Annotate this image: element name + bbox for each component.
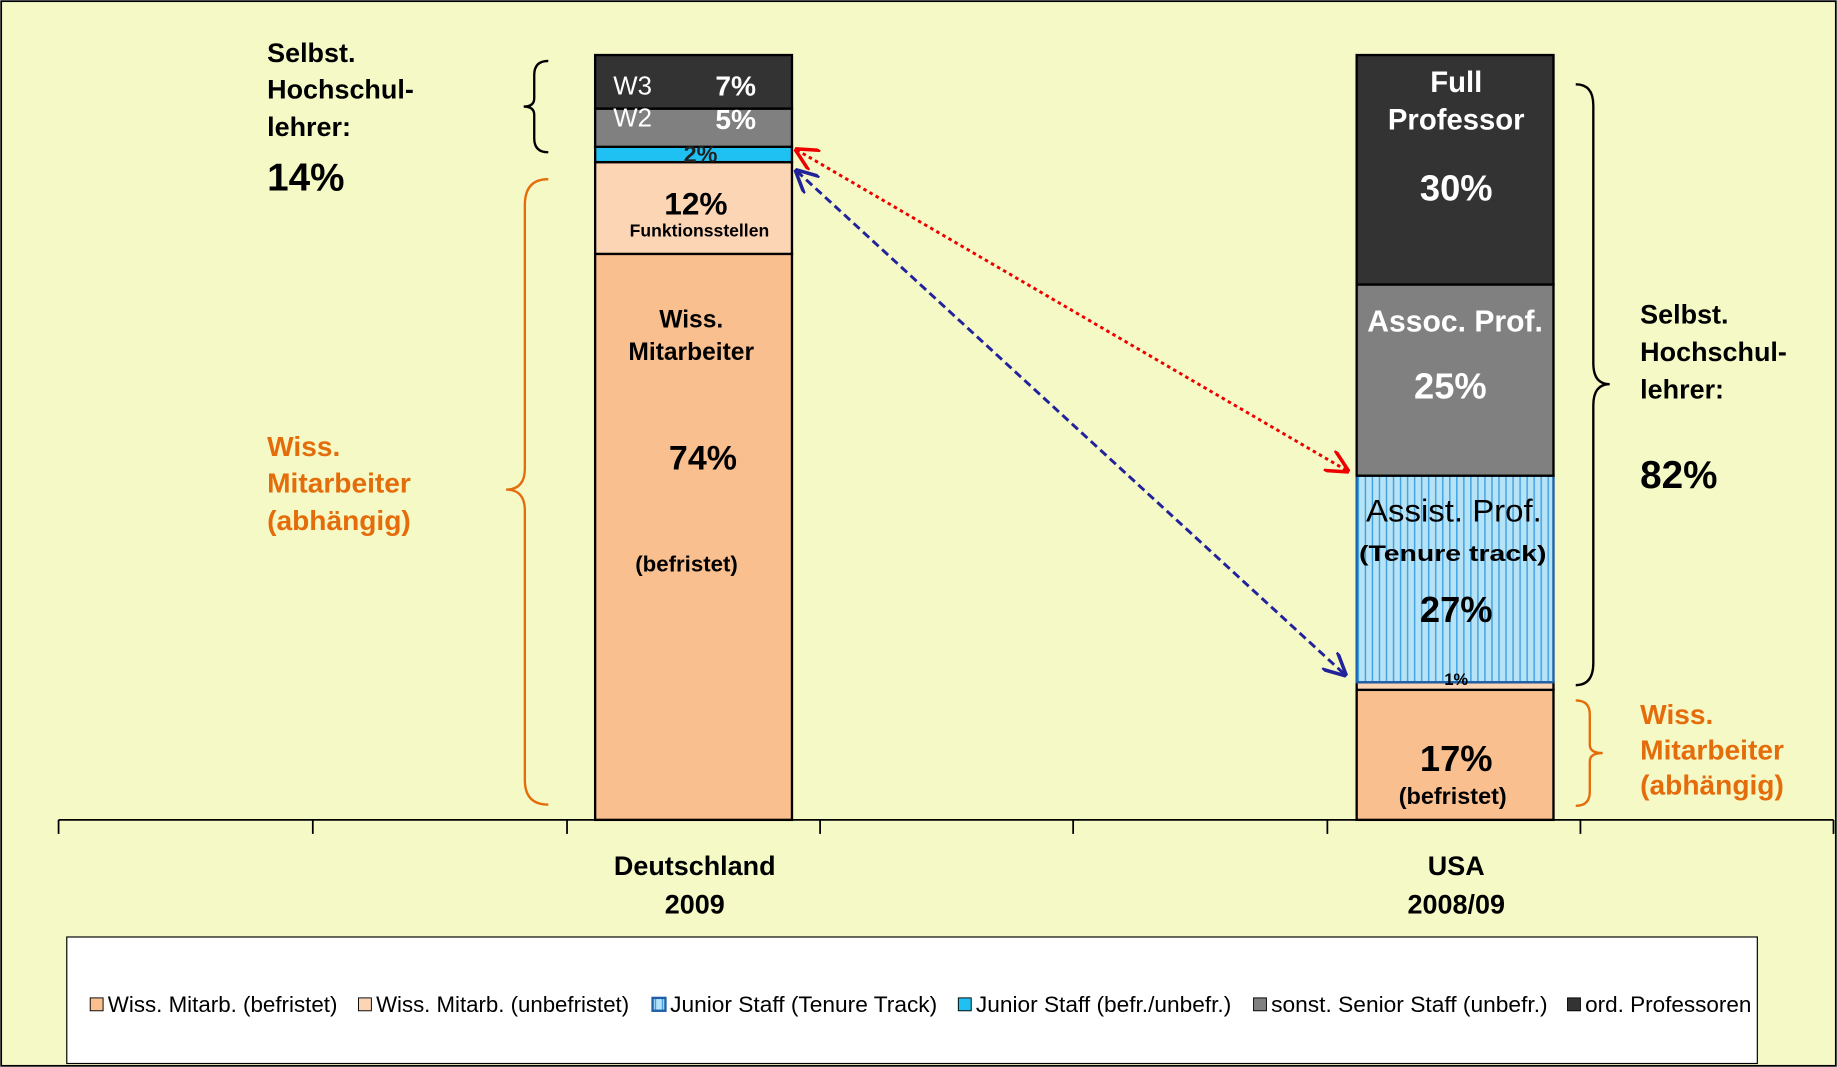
legend-swatch xyxy=(651,996,667,1012)
x-tick-label: 2009 xyxy=(665,890,725,920)
brace xyxy=(523,59,549,154)
bar-segment xyxy=(593,53,794,110)
segment-label: (Tenure track) xyxy=(1359,541,1546,566)
bar-segment xyxy=(593,107,794,148)
x-tick-label: USA xyxy=(1428,851,1485,881)
arrow xyxy=(797,171,1345,675)
annotation: Mitarbeiter xyxy=(267,467,411,498)
legend xyxy=(66,936,1758,1065)
brace xyxy=(506,178,549,806)
legend-label: Wiss. Mitarb. (unbefristet) xyxy=(376,992,629,1017)
annotation: Wiss. xyxy=(1640,699,1713,730)
annotation: Selbst. xyxy=(267,38,355,68)
annotation: Selbst. xyxy=(1640,299,1728,329)
annotation: (abhängig) xyxy=(267,505,411,536)
annotations: Selbst. Hochschul- lehrer: 14% Wiss. Mit… xyxy=(267,38,1787,800)
value-label: 7% xyxy=(715,70,756,101)
legend-swatch xyxy=(1253,997,1267,1012)
bar-segment xyxy=(593,252,794,822)
bar-segment xyxy=(1355,474,1555,684)
segment-label: W3 xyxy=(613,73,652,101)
segment-label: W2 xyxy=(613,104,652,132)
segment-label: Professor xyxy=(1388,104,1525,137)
braces xyxy=(506,59,1610,807)
value-label: 17% xyxy=(1420,738,1493,779)
legend-label: sonst. Senior Staff (unbefr.) xyxy=(1271,992,1547,1017)
value-label: 5% xyxy=(715,104,756,135)
annotation: Hochschul- xyxy=(1640,337,1787,367)
value-label: 30% xyxy=(1420,168,1493,209)
annotation: Hochschul- xyxy=(267,74,414,104)
annotation: lehrer: xyxy=(267,112,351,142)
value-label: 74% xyxy=(669,439,737,477)
value-label: 12% xyxy=(664,186,727,222)
legend-swatch xyxy=(89,997,104,1012)
value-label: 27% xyxy=(1420,589,1493,630)
legend-swatch xyxy=(957,997,972,1012)
x-tick-label: 2008/09 xyxy=(1408,890,1505,920)
brace xyxy=(1575,83,1610,687)
segment-label: Mitarbeiter xyxy=(628,339,754,366)
value-label: 25% xyxy=(1414,365,1487,406)
segment-label: Full xyxy=(1430,66,1482,99)
annotation: Wiss. xyxy=(267,431,340,462)
bar-segment xyxy=(1355,53,1555,286)
x-tick-label: Deutschland xyxy=(614,851,776,881)
annotation: Mitarbeiter xyxy=(1640,734,1784,765)
segment-label: Wiss. xyxy=(659,306,723,333)
segment-label: Funktionsstellen xyxy=(630,221,770,241)
legend-swatch xyxy=(1567,997,1581,1012)
legend-label: Wiss. Mitarb. (befristet) xyxy=(108,992,338,1017)
legend-swatch xyxy=(358,997,372,1012)
annotation: 82% xyxy=(1640,454,1717,497)
legend-label: Junior Staff (Tenure Track) xyxy=(670,992,937,1017)
segment-label: (befristet) xyxy=(1399,783,1507,809)
segment-labels: W3 7% W2 5% 2% 12% Funktionsstellen Wiss… xyxy=(613,66,1546,809)
annotation: lehrer: xyxy=(1640,374,1724,404)
value-label: 2% xyxy=(684,141,718,167)
annotation: 14% xyxy=(267,157,344,200)
segment-label: Assoc. Prof. xyxy=(1367,304,1543,338)
annotation: (abhängig) xyxy=(1640,769,1784,800)
legend-label: Junior Staff (befr./unbefr.) xyxy=(976,992,1231,1017)
value-label: 1% xyxy=(1444,671,1468,689)
legend-label: ord. Professoren xyxy=(1585,992,1751,1017)
segment-label: Assist. Prof. xyxy=(1366,492,1542,528)
segment-label: (befristet) xyxy=(635,552,738,577)
brace xyxy=(1575,699,1603,807)
